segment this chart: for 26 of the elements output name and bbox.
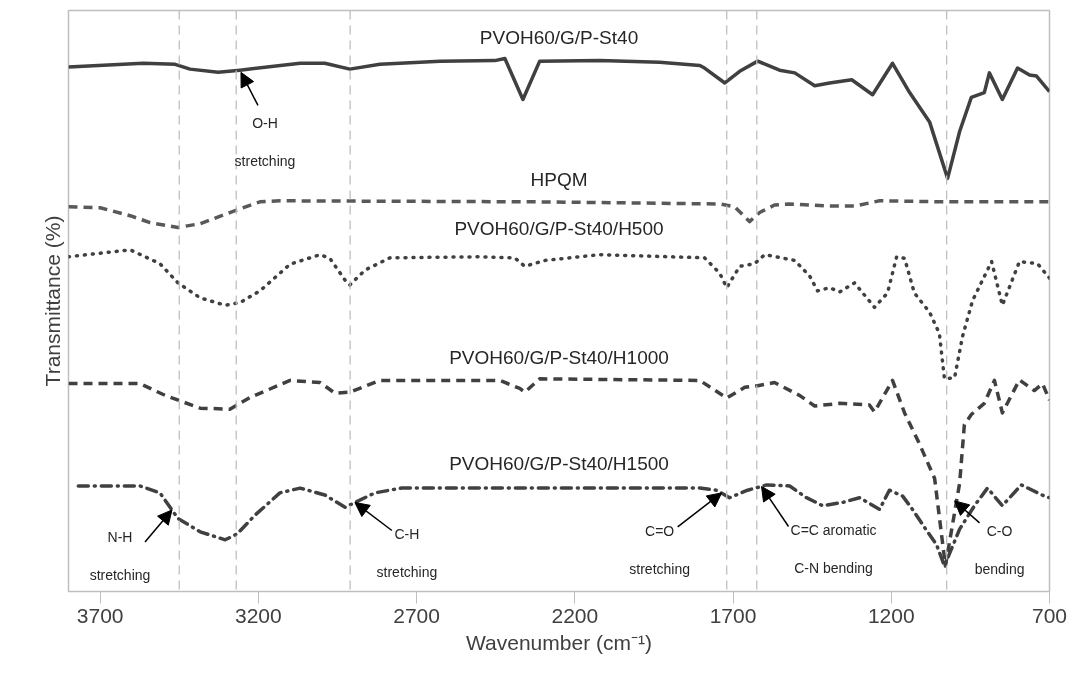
annotation: stretching [629,560,691,577]
series-label: HPQM [530,169,588,191]
x-tick-label: 2700 [393,603,440,627]
x-tick-label: 2200 [551,603,599,627]
x-tick-label: 3700 [76,603,124,627]
annotation: C-H [394,526,420,543]
x-tick-label: 1700 [709,603,757,627]
x-axis-title: Wavenumber (cm⁻¹) [466,630,652,654]
annotation: stretching [89,566,151,583]
x-tick-label: 700 [1031,603,1068,627]
series-label: PVOH60/G/P-St40/H1500 [449,453,669,475]
annotation: C-O [986,522,1013,539]
annotation: N-H [107,528,133,545]
x-tick-label: 3200 [235,603,282,627]
annotation: O-H [252,115,278,132]
annotation: C-N bending [794,560,873,577]
series-label: PVOH60/G/P-St40/H1000 [449,347,669,369]
annotation: C=O [645,522,675,539]
annotation: bending [974,560,1025,577]
annotation: stretching [234,153,296,170]
series-label: PVOH60/G/P-St40/H500 [454,218,664,240]
x-tick-label: 1200 [867,603,915,627]
annotation: C=C aromatic [790,522,877,539]
series-label: PVOH60/G/P-St40 [479,27,639,49]
annotation: stretching [376,564,438,581]
y-axis-title: Transmittance (%) [40,215,64,387]
